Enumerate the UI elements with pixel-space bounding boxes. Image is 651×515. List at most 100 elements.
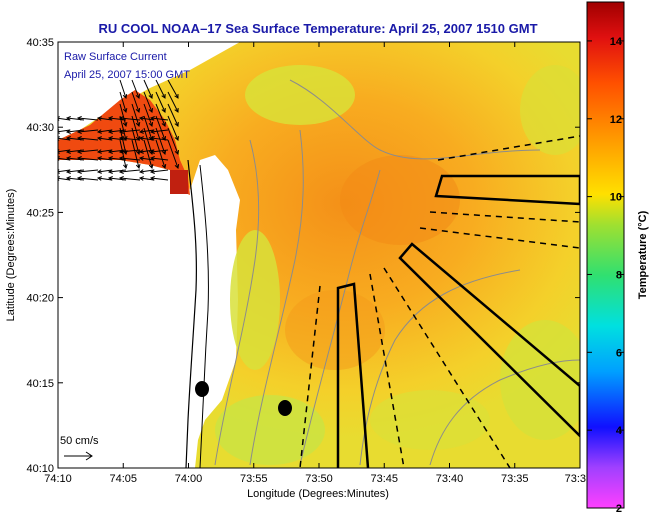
warm-patch — [340, 155, 460, 245]
current-vector-head — [107, 129, 113, 134]
current-vector-head — [76, 115, 82, 121]
x-tick-label: 74:00 — [175, 473, 203, 485]
current-vector — [119, 169, 141, 173]
current-vector — [119, 139, 127, 169]
current-vector — [150, 157, 169, 161]
current-vector-head — [118, 155, 124, 161]
current-vector-head — [107, 149, 113, 154]
y-axis-ticks: 40:10 40:15 40:20 40:25 40:30 40:35 — [26, 37, 580, 475]
current-vector-head — [76, 135, 82, 141]
current-vector — [119, 103, 127, 127]
current-vector-head — [161, 93, 166, 99]
current-vector-head — [174, 149, 180, 155]
current-time: April 25, 2007 15:00 GMT — [64, 69, 190, 81]
current-vector — [97, 137, 113, 141]
current-vector-head — [76, 129, 82, 135]
x-tick-label: 74:10 — [44, 473, 72, 485]
current-vector — [155, 115, 166, 141]
x-tick-label: 73:55 — [240, 473, 268, 485]
current-vector — [97, 169, 113, 173]
current-vector-head — [135, 107, 141, 113]
current-vector-head — [174, 121, 179, 127]
current-vector-head — [149, 116, 155, 121]
scale-arrow — [64, 451, 93, 461]
current-vector-head — [148, 163, 154, 170]
current-vector — [150, 117, 169, 121]
current-vector — [167, 79, 179, 99]
current-vector — [77, 149, 99, 153]
station-marker — [278, 400, 292, 416]
current-vector-head — [138, 156, 144, 161]
current-vector — [131, 79, 140, 99]
current-vector-head — [174, 107, 179, 113]
cool-patch — [215, 395, 325, 465]
current-vector — [119, 177, 141, 181]
current-vector-head — [138, 169, 144, 174]
plot-area — [58, 42, 580, 468]
current-vector-head — [138, 116, 144, 121]
warm-nearshore-hot — [170, 170, 188, 194]
current-vector — [143, 91, 153, 113]
colorbar-label: Temperature (°C) — [637, 210, 649, 299]
current-vector — [167, 127, 179, 155]
current-vector — [143, 139, 153, 169]
current-vector — [97, 117, 113, 121]
current-vector — [139, 157, 155, 161]
current-vector-head — [65, 156, 71, 161]
current-vector-head — [135, 149, 141, 156]
dashed-line — [299, 285, 321, 468]
colorbar-tick-label: 2 — [616, 503, 622, 515]
current-vector-head — [123, 164, 128, 170]
current-vector — [77, 129, 99, 133]
current-vector — [131, 91, 140, 113]
current-vector — [150, 169, 169, 173]
x-tick-label: 73:45 — [370, 473, 398, 485]
current-vector — [77, 117, 99, 121]
current-vector-head — [107, 169, 113, 174]
colorbar-tick-label: 6 — [616, 347, 622, 359]
current-vector — [119, 79, 127, 99]
current-vector — [97, 157, 113, 161]
current-vector — [97, 177, 113, 181]
current-vector-head — [107, 156, 113, 161]
current-vector — [143, 103, 153, 127]
warm-patch — [285, 290, 385, 370]
y-tick-label: 40:30 — [26, 122, 54, 134]
cool-patch — [230, 230, 280, 370]
y-tick-label: 40:15 — [26, 378, 54, 390]
current-vector-head — [96, 176, 102, 181]
current-vector-head — [118, 175, 124, 181]
current-vector — [97, 129, 113, 133]
current-vector-head — [65, 176, 71, 181]
current-vector-head — [76, 149, 82, 155]
warm-nearshore — [58, 90, 190, 195]
y-axis-label: Latitude (Degrees:Minutes) — [5, 189, 17, 322]
current-vector — [139, 117, 155, 121]
current-vector — [143, 79, 153, 99]
current-vector-head — [148, 93, 153, 99]
sst-field — [58, 42, 580, 468]
dashed-line — [437, 135, 580, 161]
current-vector-head — [122, 93, 128, 99]
current-vector — [119, 127, 127, 155]
bathymetry-contours — [214, 79, 580, 466]
current-vector — [155, 139, 166, 169]
current-vector — [150, 177, 169, 181]
current-vector-head — [148, 149, 154, 155]
dashed-line — [429, 211, 580, 223]
current-vector — [167, 103, 179, 127]
current-vector-head — [135, 121, 141, 127]
current-vector-head — [135, 93, 141, 99]
cool-patch — [520, 65, 580, 155]
current-vector — [131, 103, 140, 127]
current-vectors — [58, 79, 180, 181]
dashed-line — [419, 227, 580, 249]
current-vector — [119, 91, 127, 113]
colorbar-tick-label: 4 — [616, 425, 623, 437]
current-vector-head — [174, 93, 179, 99]
current-vector-head — [122, 136, 128, 142]
current-vector — [155, 103, 166, 127]
sampling-polygon — [336, 282, 370, 468]
y-tick-label: 40:20 — [26, 293, 54, 305]
colorbar — [586, 1, 625, 509]
